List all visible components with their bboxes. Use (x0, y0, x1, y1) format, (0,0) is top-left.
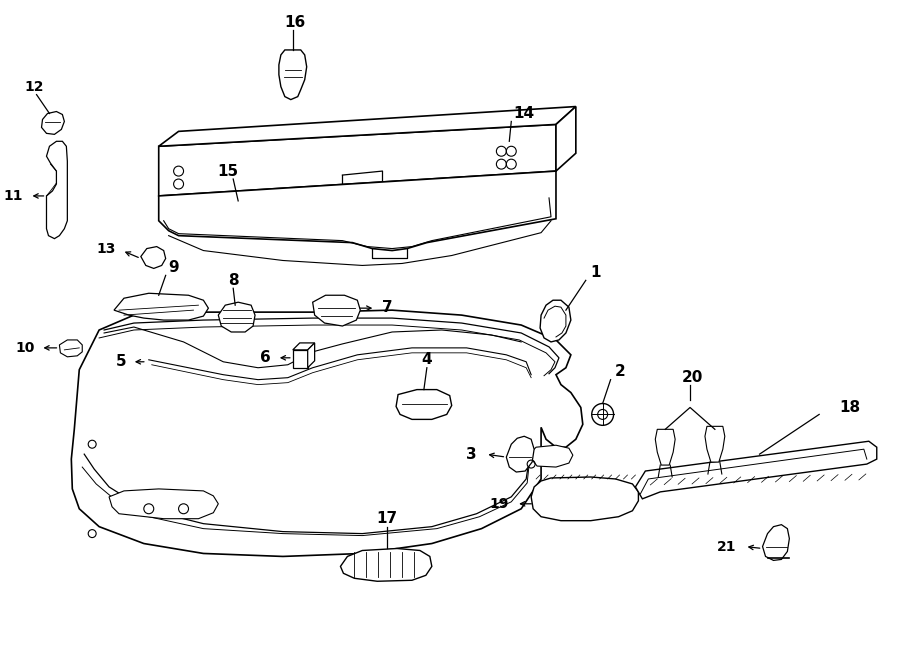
Text: 5: 5 (115, 354, 126, 369)
Polygon shape (219, 302, 255, 332)
Polygon shape (531, 477, 638, 521)
Polygon shape (312, 295, 360, 326)
Text: 20: 20 (681, 370, 703, 385)
Text: 10: 10 (15, 341, 34, 355)
Polygon shape (308, 343, 315, 368)
Polygon shape (158, 106, 576, 146)
Text: 21: 21 (717, 539, 737, 553)
Polygon shape (41, 112, 65, 134)
Polygon shape (635, 442, 877, 499)
Polygon shape (507, 436, 534, 472)
Text: 15: 15 (218, 164, 238, 178)
Bar (147, 355, 175, 375)
Polygon shape (540, 300, 571, 342)
Text: 17: 17 (376, 511, 398, 526)
Polygon shape (279, 50, 307, 100)
Polygon shape (59, 340, 82, 357)
Text: 19: 19 (490, 497, 509, 511)
Polygon shape (109, 489, 219, 519)
Polygon shape (396, 389, 452, 419)
Polygon shape (140, 247, 166, 268)
Text: 4: 4 (421, 352, 432, 368)
Text: 9: 9 (168, 260, 179, 275)
Text: 7: 7 (382, 299, 392, 315)
Polygon shape (158, 171, 556, 251)
Text: 16: 16 (284, 15, 305, 30)
Polygon shape (556, 106, 576, 171)
Text: 12: 12 (25, 80, 44, 94)
Text: 18: 18 (839, 400, 860, 415)
Polygon shape (655, 429, 675, 465)
Polygon shape (71, 310, 583, 557)
Text: 14: 14 (513, 106, 535, 121)
Polygon shape (158, 124, 556, 196)
Polygon shape (292, 343, 315, 350)
Polygon shape (705, 426, 725, 462)
Polygon shape (529, 446, 573, 467)
Text: 6: 6 (260, 350, 271, 366)
Polygon shape (762, 525, 789, 561)
Polygon shape (47, 141, 68, 239)
Text: 1: 1 (590, 265, 601, 280)
Text: 3: 3 (466, 447, 476, 461)
Text: 8: 8 (228, 273, 238, 288)
Polygon shape (114, 293, 209, 320)
Polygon shape (292, 350, 308, 368)
Polygon shape (340, 549, 432, 581)
Text: 13: 13 (96, 241, 116, 256)
Text: 2: 2 (615, 364, 626, 379)
Text: 11: 11 (4, 189, 23, 203)
